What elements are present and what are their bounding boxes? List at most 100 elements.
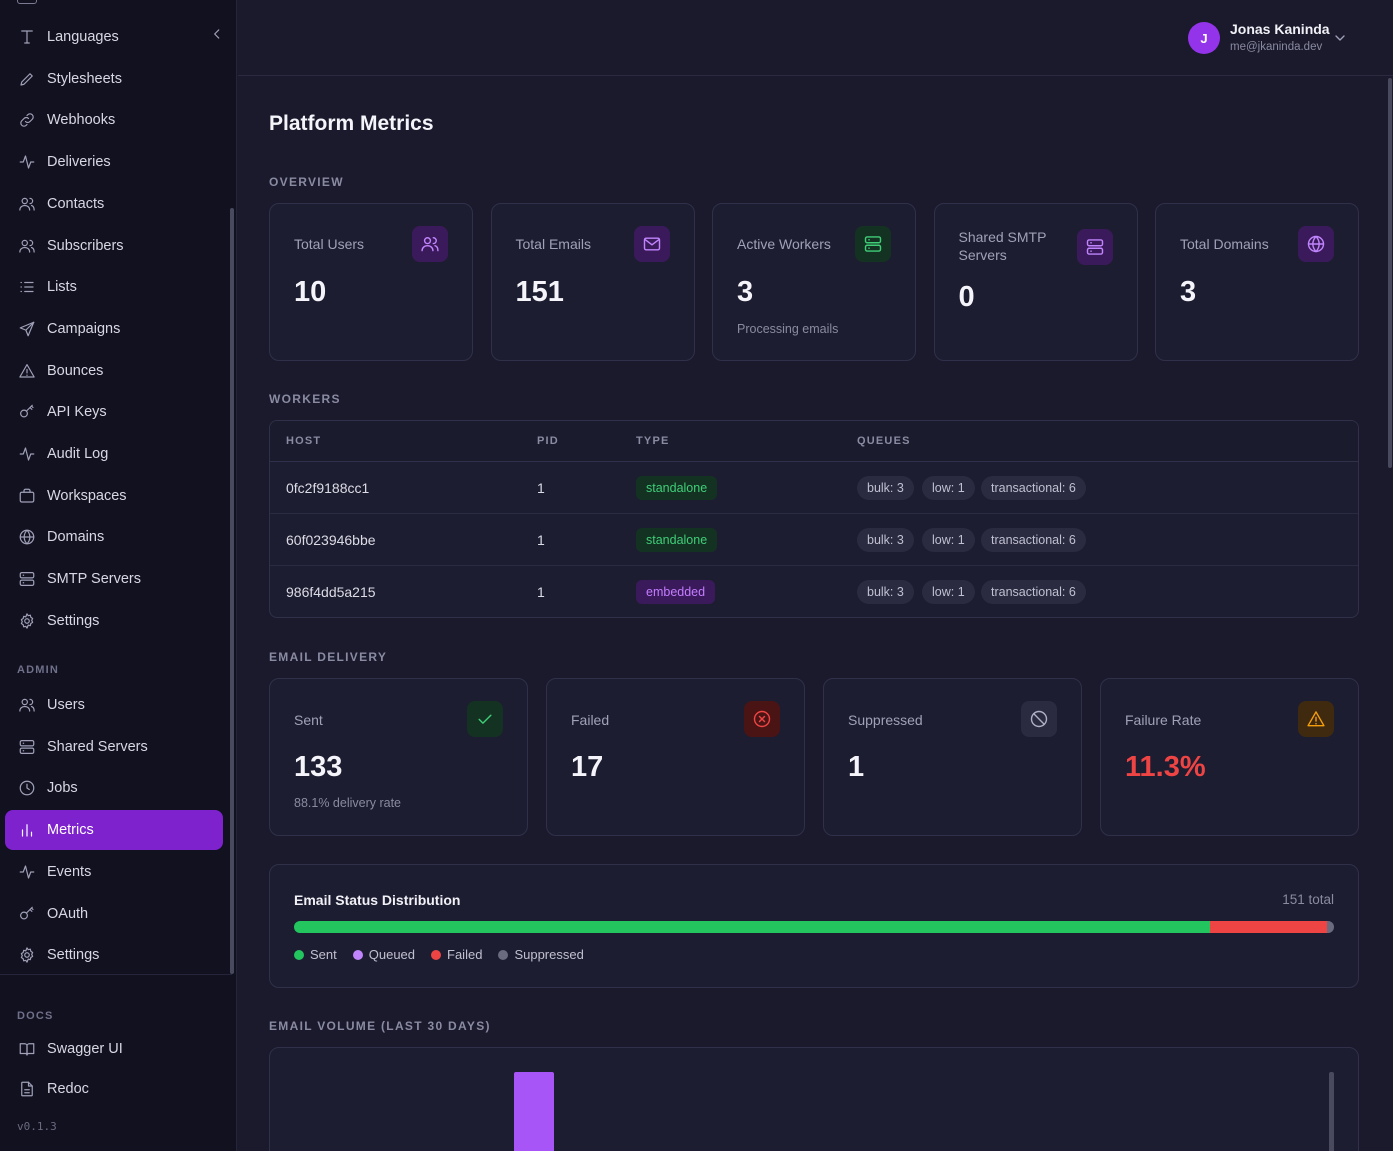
sidebar-item-lists[interactable]: Lists [5,267,223,307]
sidebar-item-label: Domains [47,529,105,546]
stat-value: 3 [737,276,754,308]
sidebar-item-contacts[interactable]: Contacts [5,184,223,224]
distribution-segment-sent[interactable] [294,921,1211,933]
volume-heading: EMAIL VOLUME (LAST 30 DAYS) [269,1019,491,1033]
globe-icon-wrap [17,527,37,547]
delivery-icon-badge [467,701,503,737]
worker-host: 0fc2f9188cc1 [286,480,370,496]
alert-triangle-icon-wrap [17,361,37,381]
sidebar-item-swagger-ui[interactable]: Swagger UI [5,1029,223,1069]
delivery-card-failure-rate: Failure Rate 11.3% [1100,678,1359,836]
stat-value: 10 [294,276,327,308]
legend-dot [294,949,304,960]
stat-icon-badge [1298,226,1334,262]
sidebar-item-label: OAuth [47,905,89,922]
clock-icon [19,781,35,796]
volume-chart-scrollbar[interactable] [1329,1072,1334,1151]
main-scrollbar[interactable] [1388,78,1392,468]
delivery-icon-badge [744,701,780,737]
stat-label: Total Users [294,236,365,252]
queue-chip: transactional: 6 [981,476,1086,500]
server-icon [19,572,35,587]
queue-chip: bulk: 3 [857,580,914,604]
sidebar-item-settings[interactable]: Settings [5,935,223,975]
sidebar-item-label: Campaigns [47,320,121,337]
sidebar-item-label: Swagger UI [47,1041,123,1057]
legend-dot [352,949,363,960]
collapse-sidebar-button[interactable] [208,25,226,43]
globe-icon [19,530,35,545]
queue-chip: low: 1 [922,580,975,604]
sidebar-item-smtp-servers[interactable]: SMTP Servers [5,559,223,599]
sidebar-item-workspaces[interactable]: Workspaces [5,476,223,516]
sidebar-item-label: Audit Log [47,446,109,462]
sidebar-item-campaigns[interactable]: Campaigns [5,309,223,349]
ban-icon [1030,710,1048,728]
sidebar-item-users[interactable]: Users [5,685,223,725]
distribution-segment-failed[interactable] [1210,921,1328,933]
users-icon [19,698,35,712]
legend-label: Suppressed [514,947,584,962]
queue-chip: bulk: 3 [857,476,914,500]
book-icon-wrap [17,1039,37,1059]
sidebar-item-label: Settings [47,612,100,629]
avatar[interactable]: J [1188,22,1220,54]
sidebar-item-metrics[interactable]: Metrics [5,810,223,851]
sidebar-item-domains[interactable]: Domains [5,517,223,557]
table-row: 986f4dd5a215 1 embedded bulk: 3 low: 1 transa… [270,566,1358,617]
pen-icon [20,72,33,86]
column-pid: PID [537,435,559,447]
sidebar-item-label: Users [47,697,85,713]
server-icon [19,739,35,754]
server-icon [1086,239,1103,255]
delivery-icon-badge [1021,701,1057,737]
key-icon-wrap [17,402,37,422]
sidebar-item-languages[interactable]: Languages [5,17,223,57]
sidebar-item-label: Jobs [47,780,78,797]
queue-chip: bulk: 3 [857,528,914,552]
user-name[interactable]: Jonas Kaninda [1230,21,1330,37]
sidebar-item-settings[interactable]: Settings [5,601,223,641]
sidebar-item-label: Bounces [47,362,104,379]
sidebar-item-redoc[interactable]: Redoc [5,1069,223,1109]
sidebar-item-bounces[interactable]: Bounces [5,351,223,391]
activity-icon [19,155,35,169]
sidebar-item-label: Webhooks [47,112,116,129]
sidebar-item-deliveries[interactable]: Deliveries [5,142,223,182]
delivery-label: Suppressed [848,712,923,728]
legend-label: Failed [447,947,483,962]
sidebar-item-label: Deliveries [47,154,111,171]
sidebar-item-stylesheets[interactable]: Stylesheets [5,59,223,99]
legend-item-sent: Sent [294,947,337,962]
sidebar-divider [0,974,232,975]
sidebar-item-label: Metrics [47,822,94,839]
delivery-label: Sent [294,712,323,728]
sidebar-item-shared-servers[interactable]: Shared Servers [5,727,223,767]
legend-label: Queued [368,947,416,962]
distribution-segment-suppressed[interactable] [1327,921,1334,933]
topbar: J Jonas Kaninda me@jkaninda.dev [238,0,1393,76]
sidebar-item-webhooks[interactable]: Webhooks [5,100,223,140]
sidebar-item-audit-log[interactable]: Audit Log [5,434,223,474]
link-icon [20,113,34,128]
chevron-down-icon[interactable] [1332,30,1348,46]
sidebar-item-label: Settings [47,947,100,964]
delivery-subtext: 88.1% delivery rate [294,796,402,810]
alert-triangle-icon [19,363,35,378]
delivery-card-failed: Failed 17 [546,678,805,836]
type-icon-wrap [17,27,37,47]
users-icon [19,197,35,211]
sidebar-item-events[interactable]: Events [5,852,223,892]
page-title: Platform Metrics [269,112,434,135]
stat-label: Shared SMTP Servers [958,229,1047,263]
sidebar-item-subscribers[interactable]: Subscribers [5,226,223,266]
delivery-icon-badge [1298,701,1334,737]
sidebar-item-api-keys[interactable]: API Keys [5,392,223,432]
sidebar-item-jobs[interactable]: Jobs [5,768,223,808]
sidebar-item-oauth[interactable]: OAuth [5,894,223,934]
delivery-heading: EMAIL DELIVERY [269,650,388,664]
sidebar-scrollbar[interactable] [230,208,234,974]
legend-item-suppressed: Suppressed [498,947,584,962]
volume-bar[interactable] [514,1072,554,1151]
worker-host: 986f4dd5a215 [286,584,376,600]
